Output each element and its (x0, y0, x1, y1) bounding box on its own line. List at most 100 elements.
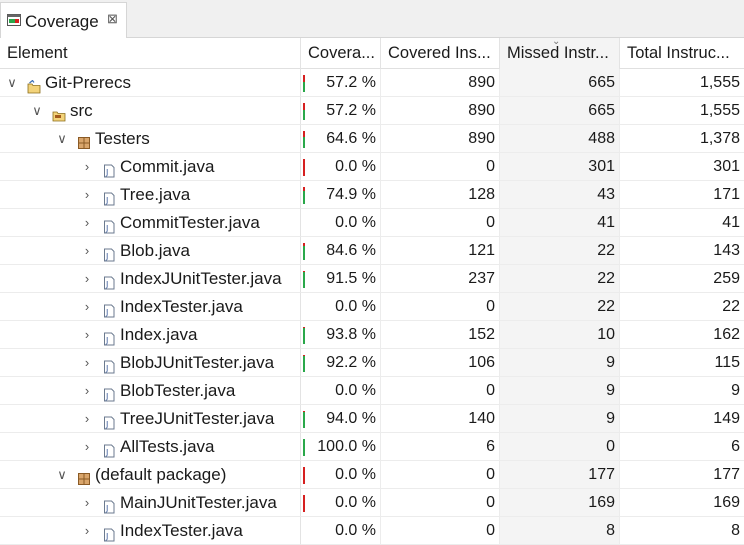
element-cell[interactable]: ∨ src (0, 97, 301, 125)
coverage-cell: 92.2 % (301, 349, 381, 377)
table-row[interactable]: › J IndexJUnitTester.java 91.5 % 237 22 259 (0, 265, 744, 293)
table-row[interactable]: ∨ (default package) 0.0 % 0 177 177 (0, 461, 744, 489)
missed-instructions-cell: 8 (500, 517, 620, 545)
column-header-missed-instructions[interactable]: ⌄ Missed Instr... (500, 38, 620, 69)
covered-bar-segment (303, 439, 305, 456)
element-name: IndexTester.java (120, 297, 243, 316)
coverage-cell: 64.6 % (301, 125, 381, 153)
element-cell[interactable]: › J BlobTester.java (0, 377, 301, 405)
table-row[interactable]: › J IndexTester.java 0.0 % 0 22 22 (0, 293, 744, 321)
column-header-total-instructions[interactable]: Total Instruc... (627, 44, 730, 62)
coverage-cell: 93.8 % (301, 321, 381, 349)
chevron-right-icon[interactable]: › (84, 215, 90, 230)
table-row[interactable]: › J Index.java 93.8 % 152 10 162 (0, 321, 744, 349)
element-cell[interactable]: › J TreeJUnitTester.java (0, 405, 301, 433)
element-cell[interactable]: › J CommitTester.java (0, 209, 301, 237)
chevron-right-icon[interactable]: › (84, 299, 90, 314)
missed-bar-segment (303, 271, 305, 272)
covered-bar-segment (303, 191, 305, 204)
coverage-percent: 0.0 % (335, 466, 376, 483)
column-header-covered-instructions[interactable]: Covered Ins... (381, 38, 500, 69)
column-header-element[interactable]: Element (0, 38, 301, 69)
coverage-bar (303, 439, 305, 456)
total-instructions-cell: 1,378 (620, 125, 744, 153)
column-header-coverage[interactable]: Covera... (301, 38, 381, 69)
table-row[interactable]: › J Blob.java 84.6 % 121 22 143 (0, 237, 744, 265)
coverage-cell: 91.5 % (301, 265, 381, 293)
element-name: Git-Prerecs (45, 73, 131, 92)
chevron-right-icon[interactable]: › (84, 327, 90, 342)
element-cell[interactable]: › J Tree.java (0, 181, 301, 209)
table-row[interactable]: › J AllTests.java 100.0 % 6 0 6 (0, 433, 744, 461)
covered-instructions-cell: 6 (381, 433, 500, 461)
element-cell[interactable]: › J IndexTester.java (0, 293, 301, 321)
chevron-right-icon[interactable]: › (84, 523, 90, 538)
table-row[interactable]: › J Tree.java 74.9 % 128 43 171 (0, 181, 744, 209)
tab-coverage[interactable]: Coverage ⊠ (0, 2, 127, 38)
coverage-cell: 0.0 % (301, 377, 381, 405)
element-cell[interactable]: ∨ Testers (0, 125, 301, 153)
table-row[interactable]: ∨ Testers 64.6 % 890 488 1,378 (0, 125, 744, 153)
element-cell[interactable]: › J IndexJUnitTester.java (0, 265, 301, 293)
element-name: Commit.java (120, 157, 215, 176)
element-name: IndexJUnitTester.java (120, 269, 282, 288)
coverage-cell: 0.0 % (301, 153, 381, 181)
chevron-right-icon[interactable]: › (84, 411, 90, 426)
java-file-icon: J (102, 272, 116, 290)
element-cell[interactable]: › J AllTests.java (0, 433, 301, 461)
table-row[interactable]: › J BlobJUnitTester.java 92.2 % 106 9 115 (0, 349, 744, 377)
chevron-right-icon[interactable]: › (84, 187, 90, 202)
chevron-right-icon[interactable]: › (84, 383, 90, 398)
table-row[interactable]: › J BlobTester.java 0.0 % 0 9 9 (0, 377, 744, 405)
total-instructions-cell: 169 (620, 489, 744, 517)
coverage-percent: 93.8 % (326, 326, 376, 343)
covered-bar-segment (303, 110, 305, 120)
element-cell[interactable]: › J MainJUnitTester.java (0, 489, 301, 517)
element-cell[interactable]: › J BlobJUnitTester.java (0, 349, 301, 377)
element-cell[interactable]: › J IndexTester.java (0, 517, 301, 545)
chevron-right-icon[interactable]: › (84, 495, 90, 510)
package-icon (77, 468, 91, 485)
chevron-right-icon[interactable]: › (84, 243, 90, 258)
covered-bar-segment (303, 137, 305, 148)
element-cell[interactable]: ∨ (default package) (0, 461, 301, 489)
coverage-percent: 0.0 % (335, 522, 376, 539)
covered-bar-segment (303, 328, 305, 344)
covered-instructions-cell: 0 (381, 517, 500, 545)
chevron-right-icon[interactable]: › (84, 439, 90, 454)
chevron-right-icon[interactable]: › (84, 355, 90, 370)
chevron-down-icon[interactable]: ∨ (57, 131, 67, 146)
element-cell[interactable]: ∨ Git-Prerecs (0, 69, 301, 97)
element-name: (default package) (95, 465, 227, 484)
element-name: BlobTester.java (120, 381, 236, 400)
missed-instructions-cell: 9 (500, 349, 620, 377)
covered-bar-segment (303, 246, 305, 260)
covered-instructions-cell: 0 (381, 377, 500, 405)
total-instructions-cell: 259 (620, 265, 744, 293)
element-cell[interactable]: › J Blob.java (0, 237, 301, 265)
covered-instructions-cell: 890 (381, 125, 500, 153)
element-name: TreeJUnitTester.java (120, 409, 275, 428)
element-name: CommitTester.java (120, 213, 260, 232)
element-cell[interactable]: › J Index.java (0, 321, 301, 349)
missed-instructions-cell: 169 (500, 489, 620, 517)
chevron-down-icon[interactable]: ∨ (57, 467, 67, 482)
table-header: Element Covera... Covered Ins... ⌄ Misse… (0, 38, 744, 69)
coverage-bar (303, 327, 305, 344)
table-row[interactable]: › J CommitTester.java 0.0 % 0 41 41 (0, 209, 744, 237)
missed-bar-segment (303, 355, 305, 356)
table-row[interactable]: › J MainJUnitTester.java 0.0 % 0 169 169 (0, 489, 744, 517)
table-row[interactable]: › J TreeJUnitTester.java 94.0 % 140 9 149 (0, 405, 744, 433)
chevron-right-icon[interactable]: › (84, 159, 90, 174)
chevron-down-icon[interactable]: ∨ (32, 103, 42, 118)
table-row[interactable]: › J Commit.java 0.0 % 0 301 301 (0, 153, 744, 181)
chevron-down-icon[interactable]: ∨ (7, 75, 17, 90)
close-icon[interactable]: ⊠ (107, 11, 118, 26)
coverage-bar (303, 243, 305, 260)
element-cell[interactable]: › J Commit.java (0, 153, 301, 181)
chevron-right-icon[interactable]: › (84, 271, 90, 286)
table-row[interactable]: ∨ Git-Prerecs 57.2 % 890 665 1,555 (0, 69, 744, 97)
table-row[interactable]: › J IndexTester.java 0.0 % 0 8 8 (0, 517, 744, 545)
table-row[interactable]: ∨ src 57.2 % 890 665 1,555 (0, 97, 744, 125)
missed-bar-segment (303, 467, 305, 484)
